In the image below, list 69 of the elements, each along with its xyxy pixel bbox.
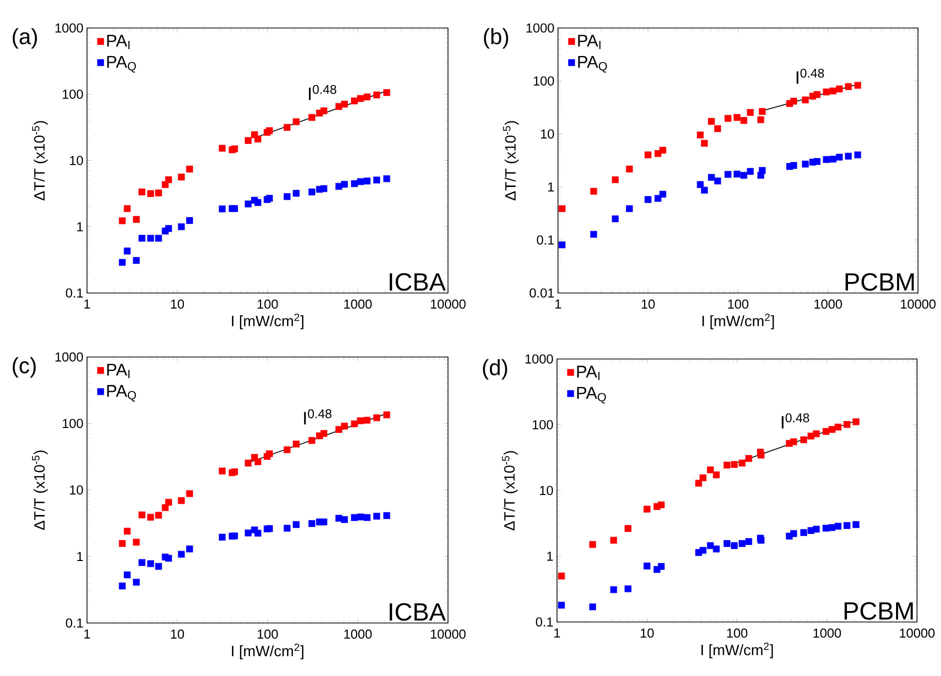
y-axis-title: ΔT/T (x10$^{-5}$) <box>502 451 518 530</box>
y-tick-label: 0.1 <box>536 235 554 245</box>
y-tick-label: 0.1 <box>536 617 553 627</box>
series-label: I$^{0.48}$ <box>304 409 332 424</box>
y-tick-label: 1000 <box>56 23 83 33</box>
x-tick-label: 10000 <box>900 628 935 638</box>
x-tick-label: 10000 <box>430 630 466 639</box>
y-tick-label: 0.1 <box>66 618 83 628</box>
x-axis-title: I [mW/cm$^{2}$] <box>701 642 773 658</box>
x-tick-label: 10000 <box>430 300 466 309</box>
y-axis-title: ΔT/T (x10$^{-5}$) <box>503 121 519 200</box>
legend-label: PA$_{Q}$ <box>578 56 607 73</box>
legend-label: PA$_{I}$ <box>578 34 600 50</box>
chart-title: (a) <box>12 28 37 49</box>
chart-title: (b) <box>484 28 508 49</box>
x-tick-label: 100 <box>728 300 748 309</box>
series-label: I$^{0.48}$ <box>796 68 824 84</box>
y-axis-title: ΔT/T (x10$^{-5}$) <box>32 121 48 200</box>
x-tick-label: 100 <box>258 630 278 639</box>
x-tick-label: 1 <box>84 630 90 638</box>
y-tick-label: 100 <box>62 90 83 99</box>
x-tick-label: 1 <box>555 300 561 308</box>
chart-title: (d) <box>482 359 508 380</box>
y-tick-label: 1000 <box>526 23 554 33</box>
annotation: PCBM <box>846 273 914 291</box>
y-tick-label: 10 <box>70 485 83 495</box>
annotation: ICBA <box>390 603 446 621</box>
x-tick-label: 100 <box>727 628 748 638</box>
x-tick-label: 1000 <box>344 300 372 309</box>
x-tick-label: 10 <box>642 300 655 309</box>
y-axis-title: ΔT/T (x10$^{-5}$) <box>32 450 48 530</box>
y-tick-label: 0.1 <box>66 288 83 298</box>
x-tick-label: 10 <box>171 630 184 639</box>
x-tick-label: 1 <box>84 300 90 308</box>
x-axis-title: I [mW/cm$^{2}$] <box>232 314 304 330</box>
y-tick-label: 10 <box>541 129 554 139</box>
x-tick-label: 10 <box>171 300 184 309</box>
legend-label: PA$_{Q}$ <box>107 385 136 402</box>
chart-title: (c) <box>12 357 36 378</box>
annotation: ICBA <box>390 273 446 291</box>
y-tick-label: 10 <box>540 486 553 496</box>
y-tick-label: 1 <box>77 222 83 232</box>
legend-label: PA$_{Q}$ <box>107 56 136 73</box>
x-axis-title: I [mW/cm$^{2}$] <box>702 314 774 330</box>
y-tick-label: 1 <box>547 552 553 561</box>
x-tick-label: 100 <box>258 300 278 309</box>
y-tick-label: 10 <box>70 156 83 166</box>
y-tick-label: 0.01 <box>530 288 554 298</box>
x-tick-label: 1000 <box>814 628 841 638</box>
legend-label: PA$_{Q}$ <box>577 387 606 404</box>
y-tick-label: 1 <box>548 182 554 192</box>
x-tick-label: 10 <box>640 628 654 638</box>
x-axis-title: I [mW/cm$^{2}$] <box>232 644 304 660</box>
legend-label: PA$_{I}$ <box>107 364 130 378</box>
y-tick-label: 100 <box>62 418 83 428</box>
x-tick-label: 1 <box>554 628 560 638</box>
legend-label: PA$_{I}$ <box>107 34 130 50</box>
y-tick-label: 1000 <box>56 352 83 362</box>
y-tick-label: 1000 <box>526 354 553 364</box>
y-tick-label: 100 <box>534 76 554 86</box>
series-label: I$^{0.48}$ <box>308 84 336 100</box>
y-tick-label: 100 <box>532 420 553 430</box>
legend-label: PA$_{I}$ <box>577 366 600 380</box>
y-tick-label: 1 <box>77 552 83 561</box>
x-tick-label: 1000 <box>344 630 372 639</box>
x-tick-label: 10000 <box>900 300 936 309</box>
series-label: I$^{0.48}$ <box>782 413 810 428</box>
x-tick-label: 1000 <box>814 300 842 309</box>
annotation: PCBM <box>844 602 913 620</box>
